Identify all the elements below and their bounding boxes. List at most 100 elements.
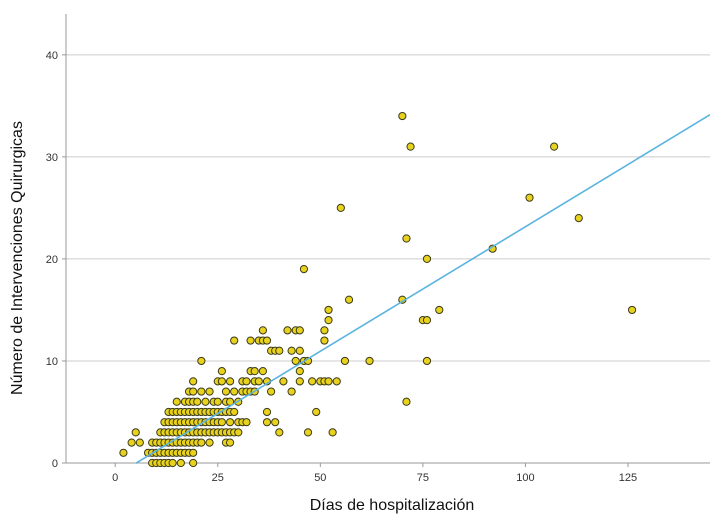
data-point — [221, 387, 231, 396]
data-point — [295, 326, 304, 335]
data-point — [266, 387, 276, 396]
y-tick-label: 20 — [46, 254, 58, 266]
data-point — [242, 377, 251, 386]
data-point — [189, 448, 198, 457]
data-point — [398, 111, 407, 121]
x-tick-label: 75 — [417, 472, 429, 484]
data-point — [205, 387, 214, 396]
x-tick-label: 100 — [516, 472, 534, 484]
data-point — [574, 213, 583, 223]
data-point — [262, 336, 272, 345]
x-axis-title: Días de hospitalización — [310, 497, 475, 514]
data-point — [295, 377, 304, 386]
data-point — [254, 377, 263, 386]
data-point — [225, 418, 235, 427]
data-point — [217, 418, 226, 427]
y-axis-title: Número de Intervenciones Quirurgicas — [9, 121, 26, 395]
data-point — [336, 203, 345, 212]
data-point — [271, 418, 280, 427]
data-point — [435, 305, 444, 315]
data-point — [262, 418, 272, 427]
data-point — [230, 387, 239, 396]
data-point — [250, 367, 259, 376]
data-point — [230, 336, 239, 345]
tick-labels: 0 10 20 30 40 0 25 50 75 100 125 — [46, 50, 637, 484]
data-point — [328, 428, 337, 437]
data-point — [340, 356, 350, 366]
data-point — [422, 356, 432, 366]
data-point — [201, 397, 210, 406]
data-point — [299, 265, 309, 274]
data-point — [279, 377, 288, 386]
data-point — [402, 234, 411, 243]
data-point — [127, 438, 136, 447]
y-tick-label: 30 — [46, 152, 58, 164]
data-point — [189, 377, 198, 386]
data-point — [275, 346, 284, 355]
data-point — [258, 367, 267, 376]
data-point — [234, 428, 243, 437]
data-point — [176, 458, 185, 468]
x-tick-label: 0 — [112, 472, 118, 484]
data-point — [172, 397, 181, 406]
data-points — [119, 111, 637, 468]
data-point — [230, 407, 239, 417]
data-point — [406, 142, 415, 151]
data-point — [525, 193, 534, 202]
data-point — [332, 377, 341, 386]
data-point — [213, 397, 222, 406]
fit-line — [135, 114, 710, 464]
data-point — [205, 438, 214, 447]
data-point — [197, 387, 206, 396]
data-point — [193, 397, 202, 406]
data-point — [320, 336, 329, 345]
data-point — [295, 346, 304, 355]
data-point — [197, 438, 206, 447]
x-tick-label: 125 — [619, 472, 637, 484]
data-point — [287, 346, 296, 355]
x-tick-label: 25 — [212, 472, 224, 484]
data-point — [242, 418, 251, 427]
data-point — [324, 316, 333, 325]
data-point — [135, 438, 144, 447]
data-point — [291, 356, 300, 366]
data-point — [225, 438, 235, 447]
data-point — [168, 458, 177, 468]
data-point — [344, 295, 354, 304]
data-point — [550, 142, 559, 151]
data-point — [308, 377, 317, 386]
data-point — [295, 367, 304, 376]
data-point — [197, 356, 206, 366]
data-point — [320, 326, 329, 335]
data-point — [189, 387, 198, 396]
data-point — [324, 377, 333, 386]
data-point — [627, 305, 637, 315]
data-point — [365, 356, 374, 366]
data-point — [217, 377, 226, 386]
data-point — [312, 407, 321, 417]
data-point — [402, 397, 411, 406]
axes — [65, 14, 710, 464]
data-point — [324, 305, 333, 315]
data-point — [283, 326, 292, 335]
data-point — [131, 428, 140, 437]
data-point — [217, 367, 226, 376]
data-point — [303, 428, 313, 437]
y-tick-label: 40 — [46, 50, 58, 62]
y-tick-label: 10 — [46, 356, 58, 368]
gridlines — [66, 54, 710, 362]
data-point — [225, 377, 235, 386]
data-point — [246, 336, 255, 345]
data-point — [119, 448, 128, 457]
data-point — [287, 387, 296, 396]
fit-line-group — [135, 114, 710, 464]
y-tick-label: 0 — [52, 458, 58, 470]
data-point — [262, 407, 272, 417]
data-point — [258, 326, 267, 335]
data-point — [189, 458, 198, 468]
data-point — [275, 428, 284, 437]
x-tick-label: 50 — [314, 472, 326, 484]
data-point — [422, 254, 432, 264]
